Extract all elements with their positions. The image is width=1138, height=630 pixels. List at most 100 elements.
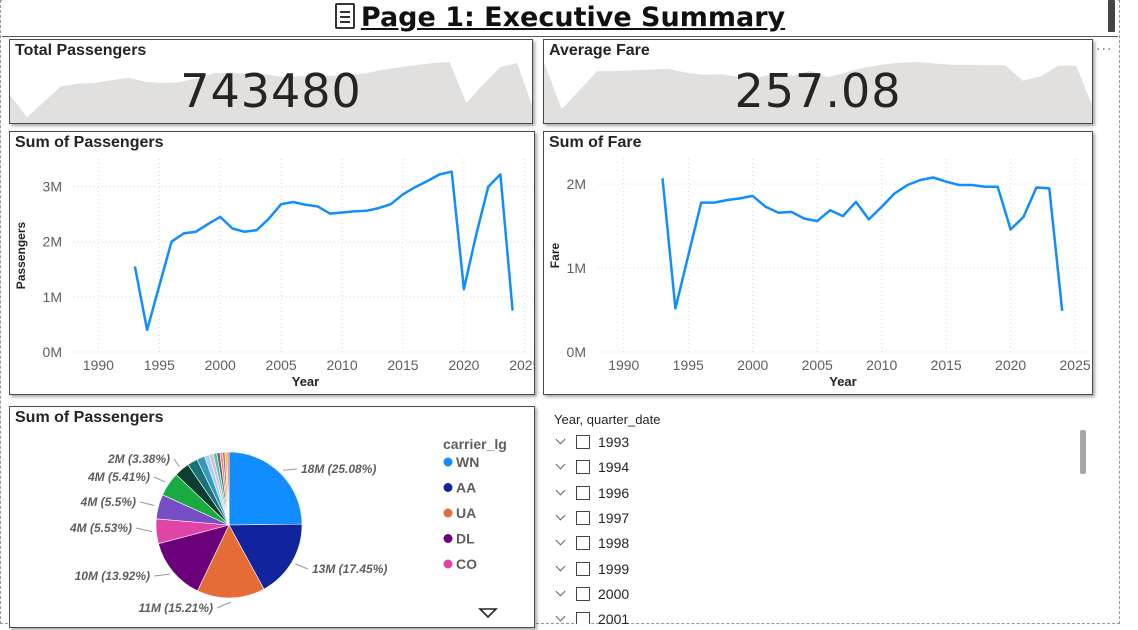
chart-title: Sum of Passengers: [15, 409, 164, 426]
slicer-item-label: 1994: [598, 459, 630, 476]
passengers-line-chart-card[interactable]: Sum of Passengers 0M 1M 2M 3M 1990 1995 2000 20…: [9, 131, 535, 395]
x-axis-label: Year: [292, 374, 319, 389]
checkbox[interactable]: [576, 460, 590, 475]
legend-item[interactable]: DL: [456, 531, 475, 547]
legend-marker[interactable]: [443, 457, 453, 467]
chevron-down-icon[interactable]: [554, 485, 570, 501]
passengers-pie-chart: 18M (25.08%) 13M (17.45%) 11M (15.21%) 10M …: [69, 436, 507, 619]
more-options-icon[interactable]: ···: [1096, 42, 1113, 58]
checkbox[interactable]: [576, 510, 590, 525]
fare-line-chart: 0M 1M 2M 1990 1995 2000 2005 2010 2015 2020 2025 Ye…: [548, 159, 1091, 389]
total-passengers-sparkline: [10, 62, 532, 123]
checkbox[interactable]: [576, 612, 590, 624]
passengers-pie-chart-card[interactable]: Sum of Passengers 18M (25.08%) 13M (17.45…: [9, 406, 535, 628]
kpi-value: 257.08: [734, 64, 902, 118]
chevron-down-icon[interactable]: [554, 586, 570, 602]
x-tick-label: 2010: [866, 357, 897, 373]
y-axis-label: Passengers: [14, 221, 28, 289]
year-quarter-slicer[interactable]: Year, quarter_date 1993 1994 1996 1997 1998 1…: [546, 408, 1094, 624]
checkbox[interactable]: [576, 536, 590, 551]
slicer-item-1997[interactable]: 1997: [554, 507, 629, 529]
average-fare-sparkline: [544, 62, 1092, 123]
leader-line: [135, 527, 153, 533]
legend-title: carrier_lg: [443, 436, 507, 452]
pie-slice[interactable]: [228, 523, 303, 590]
x-tick-label: 2005: [802, 357, 833, 373]
x-tick-label: 2005: [266, 357, 297, 373]
series-line[interactable]: [133, 170, 514, 332]
checkbox[interactable]: [576, 485, 590, 500]
checkbox[interactable]: [576, 561, 590, 576]
chevron-down-icon[interactable]: [554, 459, 570, 475]
slicer-item-2000[interactable]: 2000: [554, 583, 629, 605]
legend-more-arrow-icon[interactable]: [478, 608, 498, 619]
legend-marker[interactable]: [443, 534, 453, 543]
y-tick-label: 1M: [567, 260, 586, 276]
x-tick-label: 1990: [83, 357, 114, 373]
kpi-card-average-fare[interactable]: Average Fare 257.08: [543, 39, 1093, 124]
y-tick-label: 0M: [43, 344, 62, 360]
leader-line: [216, 601, 232, 609]
slicer-item-label: 2001: [598, 611, 630, 624]
y-tick-label: 1M: [43, 289, 62, 305]
legend-marker[interactable]: [443, 559, 453, 569]
pie-data-label: 18M (25.08%): [301, 462, 376, 476]
x-tick-label: 2025: [509, 357, 535, 373]
leader-line: [153, 573, 170, 577]
slicer-scrollbar-thumb[interactable]: [1080, 430, 1086, 474]
pie-data-label: 4M (5.53%): [69, 521, 132, 535]
chevron-down-icon[interactable]: [554, 510, 570, 526]
slicer-item-1994[interactable]: 1994: [554, 456, 629, 478]
chevron-down-icon[interactable]: [554, 561, 570, 577]
slicer-item-1999[interactable]: 1999: [554, 558, 629, 580]
y-tick-label: 0M: [567, 344, 586, 360]
y-tick-label: 2M: [43, 234, 62, 250]
x-tick-label: 2015: [931, 357, 962, 373]
passengers-line-chart: 0M 1M 2M 3M 1990 1995 2000 2005 2010 2015 2020 2025…: [14, 159, 535, 389]
legend-item[interactable]: CO: [456, 556, 477, 572]
slicer-item-label: 1999: [598, 560, 630, 577]
chevron-down-icon[interactable]: [554, 535, 570, 551]
pie-data-label: 13M (17.45%): [312, 562, 387, 576]
leader-line: [153, 476, 166, 483]
x-tick-label: 1995: [144, 357, 175, 373]
x-tick-label: 2000: [737, 357, 768, 373]
series-line[interactable]: [661, 176, 1064, 312]
kpi-value: 743480: [180, 64, 362, 118]
chevron-down-icon[interactable]: [554, 434, 570, 450]
kpi-card-total-passengers[interactable]: Total Passengers 743480: [9, 39, 533, 124]
legend-item[interactable]: AA: [456, 480, 476, 496]
slicer-item-1996[interactable]: 1996: [554, 482, 629, 504]
page-title-text: Page 1: Executive Summary: [360, 2, 786, 33]
x-tick-label: 1995: [673, 357, 704, 373]
slicer-item-2001[interactable]: 2001: [554, 608, 629, 624]
x-tick-label: 1990: [608, 357, 639, 373]
slicer-item-1998[interactable]: 1998: [554, 532, 629, 554]
x-tick-label: 2025: [1060, 357, 1091, 373]
checkbox[interactable]: [576, 586, 590, 601]
x-tick-label: 2020: [448, 357, 479, 373]
pie-slice[interactable]: [158, 524, 230, 592]
pie-slice[interactable]: [228, 451, 303, 526]
chevron-down-icon[interactable]: [554, 611, 570, 624]
page-title: Page 1: Executive Summary: [2, 0, 1118, 36]
slicer-item-label: 1998: [598, 535, 630, 552]
legend-item[interactable]: UA: [456, 505, 476, 521]
y-tick-label: 2M: [567, 176, 586, 192]
slicer-item-label: 2000: [598, 585, 630, 602]
slicer-item-1993[interactable]: 1993: [554, 431, 629, 453]
page-scrollbar-thumb[interactable]: [1108, 0, 1115, 32]
pie-slice[interactable]: [197, 524, 265, 599]
legend-marker[interactable]: [443, 483, 453, 492]
pie-slice[interactable]: [226, 451, 230, 526]
pie-data-label: 2M (3.38%): [107, 452, 170, 466]
x-tick-label: 2020: [995, 357, 1026, 373]
pie-data-label: 4M (5.5%): [80, 495, 136, 509]
x-tick-label: 2010: [326, 357, 357, 373]
checkbox[interactable]: [576, 435, 590, 449]
leader-line: [173, 458, 180, 467]
legend-marker[interactable]: [443, 508, 453, 518]
y-tick-label: 3M: [43, 179, 62, 195]
legend-item[interactable]: WN: [456, 454, 479, 470]
fare-line-chart-card[interactable]: Sum of Fare 0M 1M 2M 1990 1995 2000 2005 2010 20…: [543, 131, 1093, 395]
